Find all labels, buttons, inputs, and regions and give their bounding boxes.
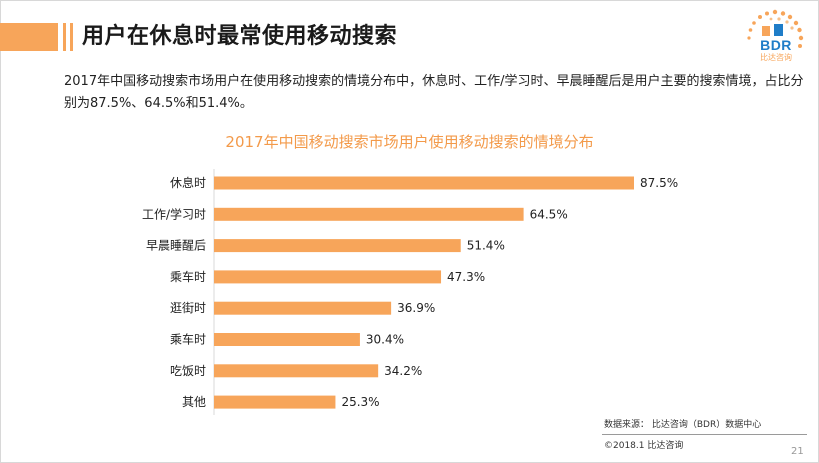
category-label: 乘车时 xyxy=(170,332,206,347)
bar xyxy=(214,395,336,409)
description-text: 2017年中国移动搜索市场用户在使用移动搜索的情境分布中，休息时、工作/学习时、… xyxy=(64,74,804,111)
logo-text: BDR xyxy=(760,37,792,53)
header-accent-bar xyxy=(0,23,58,51)
page-title: 用户在休息时最常使用移动搜索 xyxy=(82,24,398,49)
value-label: 36.9% xyxy=(397,301,435,315)
category-label: 其他 xyxy=(182,395,206,409)
category-label: 工作/学习时 xyxy=(142,206,206,221)
value-label: 34.2% xyxy=(384,364,422,378)
value-label: 87.5% xyxy=(640,176,678,190)
bar xyxy=(214,333,360,346)
category-label: 乘车时 xyxy=(170,269,206,284)
value-label: 51.4% xyxy=(467,239,505,253)
bar xyxy=(214,239,461,253)
page-number: 21 xyxy=(791,446,804,457)
bar xyxy=(214,176,634,190)
value-label: 30.4% xyxy=(366,333,404,347)
value-label: 64.5% xyxy=(530,207,568,221)
bdr-logo-icon xyxy=(747,9,804,48)
bar xyxy=(214,301,392,315)
bar-chart-svg: 休息时 87.5% 工作/学习时 64.5% 早晨睡醒后 51.4% 乘车时 47.3% 逛街时… xyxy=(142,169,678,415)
bar-chart: 休息时 87.5% 工作/学习时 64.5% 早晨睡醒后 51.4% 乘车时 47.3% 逛街时… xyxy=(0,165,819,415)
footer-divider xyxy=(602,434,807,435)
category-label: 吃饭时 xyxy=(170,364,206,378)
bar xyxy=(214,270,442,284)
value-label: 47.3% xyxy=(447,270,485,284)
logo-subtitle: 比达咨询 xyxy=(760,53,792,62)
value-label: 25.3% xyxy=(341,395,379,409)
header-accent-tick xyxy=(63,23,66,51)
chart-title: 2017年中国移动搜索市场用户使用移动搜索的情境分布 xyxy=(225,133,594,151)
bar xyxy=(214,207,524,221)
data-source: 数据来源： 比达咨询（BDR）数据中心 xyxy=(604,420,762,430)
bar xyxy=(214,364,379,378)
copyright: ©2018.1 比达咨询 xyxy=(604,441,684,451)
category-label: 逛街时 xyxy=(170,301,206,315)
category-label: 休息时 xyxy=(170,175,206,190)
category-label: 早晨睡醒后 xyxy=(146,239,206,253)
header-accent-tick xyxy=(70,23,73,51)
